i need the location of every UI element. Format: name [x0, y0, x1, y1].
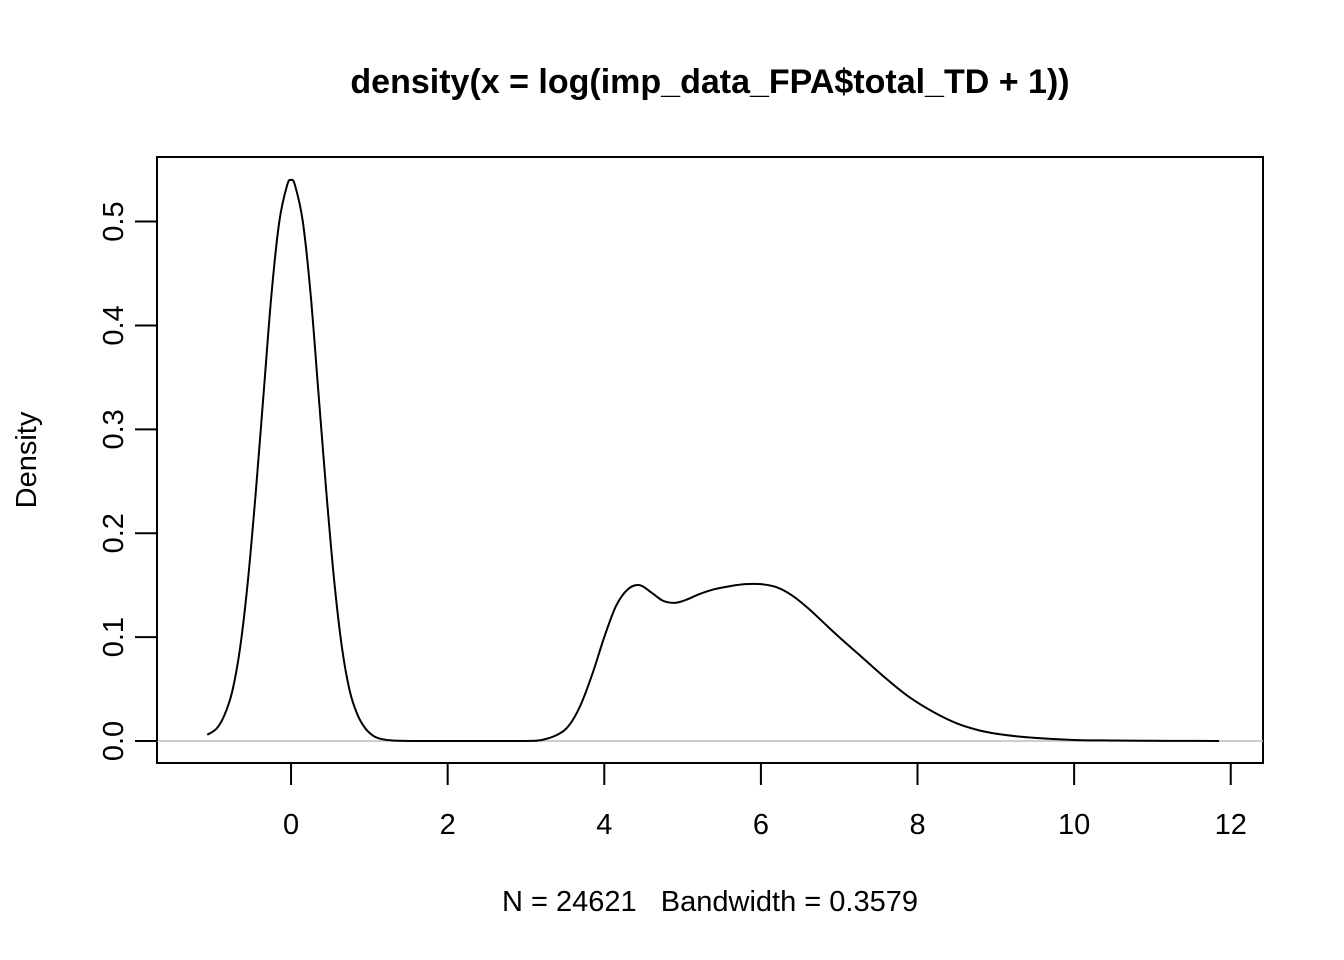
x-tick-label: 8	[909, 809, 925, 841]
y-tick-label: 0.5	[98, 201, 130, 241]
density-curve	[206, 178, 1220, 742]
y-axis-label: Density	[11, 411, 43, 508]
x-tick-label: 6	[753, 809, 769, 841]
chart-title: density(x = log(imp_data_FPA$total_TD + …	[350, 63, 1069, 101]
x-axis: 0 2 4 6 8 10 12	[283, 762, 1247, 841]
y-tick-label: 0.0	[98, 721, 130, 761]
y-tick-label: 0.4	[98, 305, 130, 345]
x-axis-label: N = 24621 Bandwidth = 0.3579	[502, 886, 918, 918]
x-tick-label: 10	[1058, 809, 1090, 841]
x-tick-label: 2	[440, 809, 456, 841]
x-tick-label: 0	[283, 809, 299, 841]
x-tick-label: 12	[1215, 809, 1247, 841]
y-axis: 0.0 0.1 0.2 0.3 0.4 0.5	[98, 201, 158, 761]
y-tick-label: 0.3	[98, 409, 130, 449]
x-tick-label: 4	[596, 809, 612, 841]
y-tick-label: 0.2	[98, 513, 130, 553]
y-tick-label: 0.1	[98, 617, 130, 657]
